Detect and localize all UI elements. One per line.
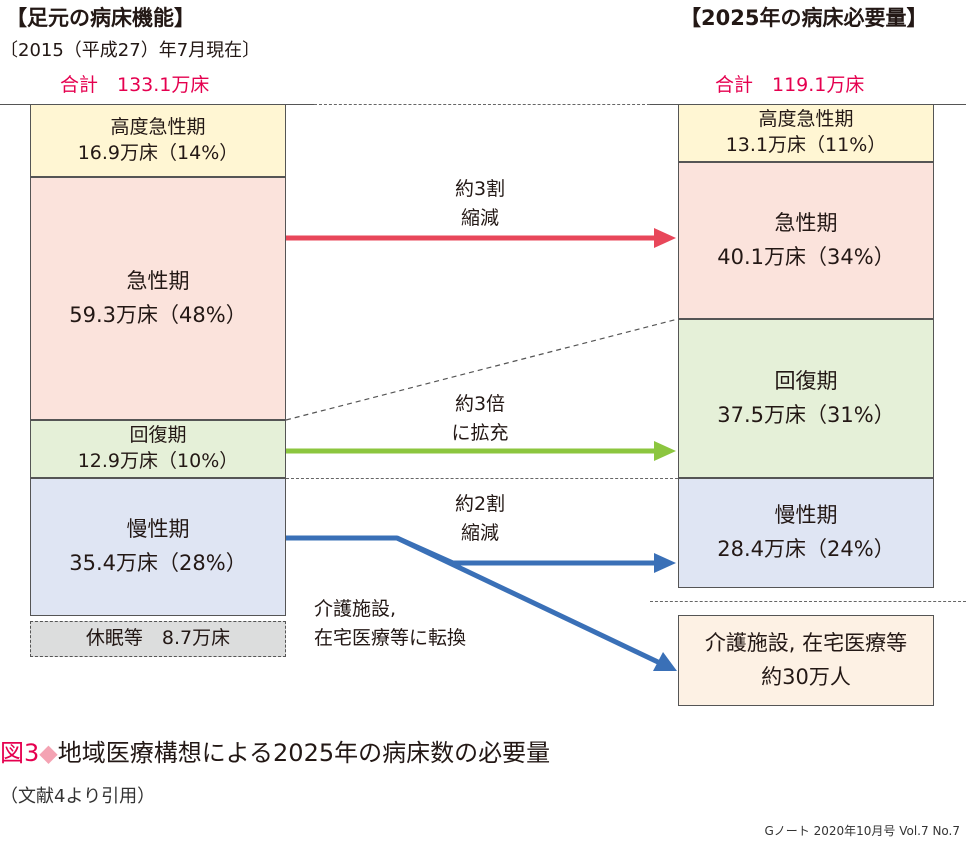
publication-credit: Gノート 2020年10月号 Vol.7 No.7 (764, 824, 960, 838)
future-chronic-box: 慢性期 28.4万床（24%） (678, 478, 934, 588)
current-high-acute-label: 高度急性期 (110, 115, 206, 138)
figure-title: 地域医療構想による2025年の病床数の必要量 (57, 739, 551, 767)
future-recovery-label: 回復期 (774, 368, 838, 393)
future-high-acute-box: 高度急性期 13.1万床（11%） (678, 104, 934, 162)
care-conversion-arrow-line (395, 535, 662, 666)
chronic-boundary-dashed-line (286, 478, 678, 479)
chronic-arrow-annotation: 約2割 縮減 (430, 490, 530, 549)
care-arrow-annotation: 介護施設, 在宅医療等に転換 (314, 595, 466, 654)
current-acute-value: 59.3万床（48%） (69, 302, 247, 327)
current-chronic-value: 35.4万床（28%） (69, 551, 247, 575)
future-care-box: 介護施設, 在宅医療等 約30万人 (678, 615, 934, 706)
future-header: 【2025年の病床必要量】 (680, 6, 928, 30)
current-subheader: 〔2015（平成27）年7月現在〕 (0, 40, 261, 61)
recovery-annotation-line2: に拡充 (451, 422, 509, 445)
current-chronic-box: 慢性期 35.4万床（28%） (30, 478, 286, 616)
future-acute-label: 急性期 (774, 210, 838, 235)
future-care-line1: 介護施設, 在宅医療等 (704, 630, 908, 655)
current-acute-label: 急性期 (126, 268, 190, 293)
current-recovery-box: 回復期 12.9万床（10%） (30, 420, 286, 478)
future-recovery-value: 37.5万床（31%） (717, 402, 895, 427)
chronic-annotation-line1: 約2割 (454, 493, 506, 515)
acute-arrow-annotation: 約3割 縮減 (430, 175, 530, 234)
chronic-arrow-head (654, 553, 676, 573)
chronic-annotation-line2: 縮減 (460, 522, 499, 545)
care-conversion-arrow-head (653, 652, 677, 671)
current-high-acute-value: 16.9万床（14%） (77, 141, 239, 164)
future-acute-value: 40.1万床（34%） (717, 244, 895, 269)
future-acute-box: 急性期 40.1万床（34%） (678, 162, 934, 319)
care-boundary-dashed-line (650, 601, 966, 602)
future-chronic-value: 28.4万床（24%） (717, 537, 895, 561)
diamond-icon: ◆ (39, 739, 58, 767)
recovery-arrow-annotation: 約3倍 に拡充 (430, 390, 530, 449)
future-high-acute-label: 高度急性期 (758, 108, 854, 131)
future-high-acute-value: 13.1万床（11%） (725, 134, 887, 156)
future-chronic-label: 慢性期 (774, 503, 838, 528)
current-chronic-label: 慢性期 (126, 517, 190, 542)
recovery-expansion-diagonal-line (285, 318, 679, 421)
current-acute-box: 急性期 59.3万床（48%） (30, 177, 286, 420)
acute-arrow-head (654, 228, 676, 248)
care-annotation-line2: 在宅医療等に転換 (314, 627, 467, 650)
current-recovery-value: 12.9万床（10%） (77, 450, 239, 472)
future-care-line2: 約30万人 (761, 664, 851, 689)
current-header: 【足元の病床機能】 (6, 6, 195, 30)
current-idle-label: 休眠等 8.7万床 (85, 627, 231, 650)
figure-label: 図3 (0, 739, 40, 767)
future-total: 合計 119.1万床 (715, 74, 865, 96)
recovery-annotation-line1: 約3倍 (454, 393, 506, 415)
care-annotation-line1: 介護施設, (314, 598, 397, 620)
recovery-arrow-head (654, 441, 676, 461)
top-dashed-line (314, 104, 650, 105)
acute-annotation-line2: 縮減 (460, 207, 499, 230)
current-recovery-label: 回復期 (129, 424, 187, 447)
current-total: 合計 133.1万床 (60, 74, 210, 96)
current-idle-box: 休眠等 8.7万床 (30, 621, 286, 657)
figure-caption: 図3◆地域医療構想による2025年の病床数の必要量 (0, 733, 550, 768)
current-high-acute-box: 高度急性期 16.9万床（14%） (30, 104, 286, 177)
figure-source: （文献4より引用） (0, 786, 156, 807)
acute-annotation-line1: 約3割 (454, 178, 506, 200)
future-recovery-box: 回復期 37.5万床（31%） (678, 319, 934, 478)
